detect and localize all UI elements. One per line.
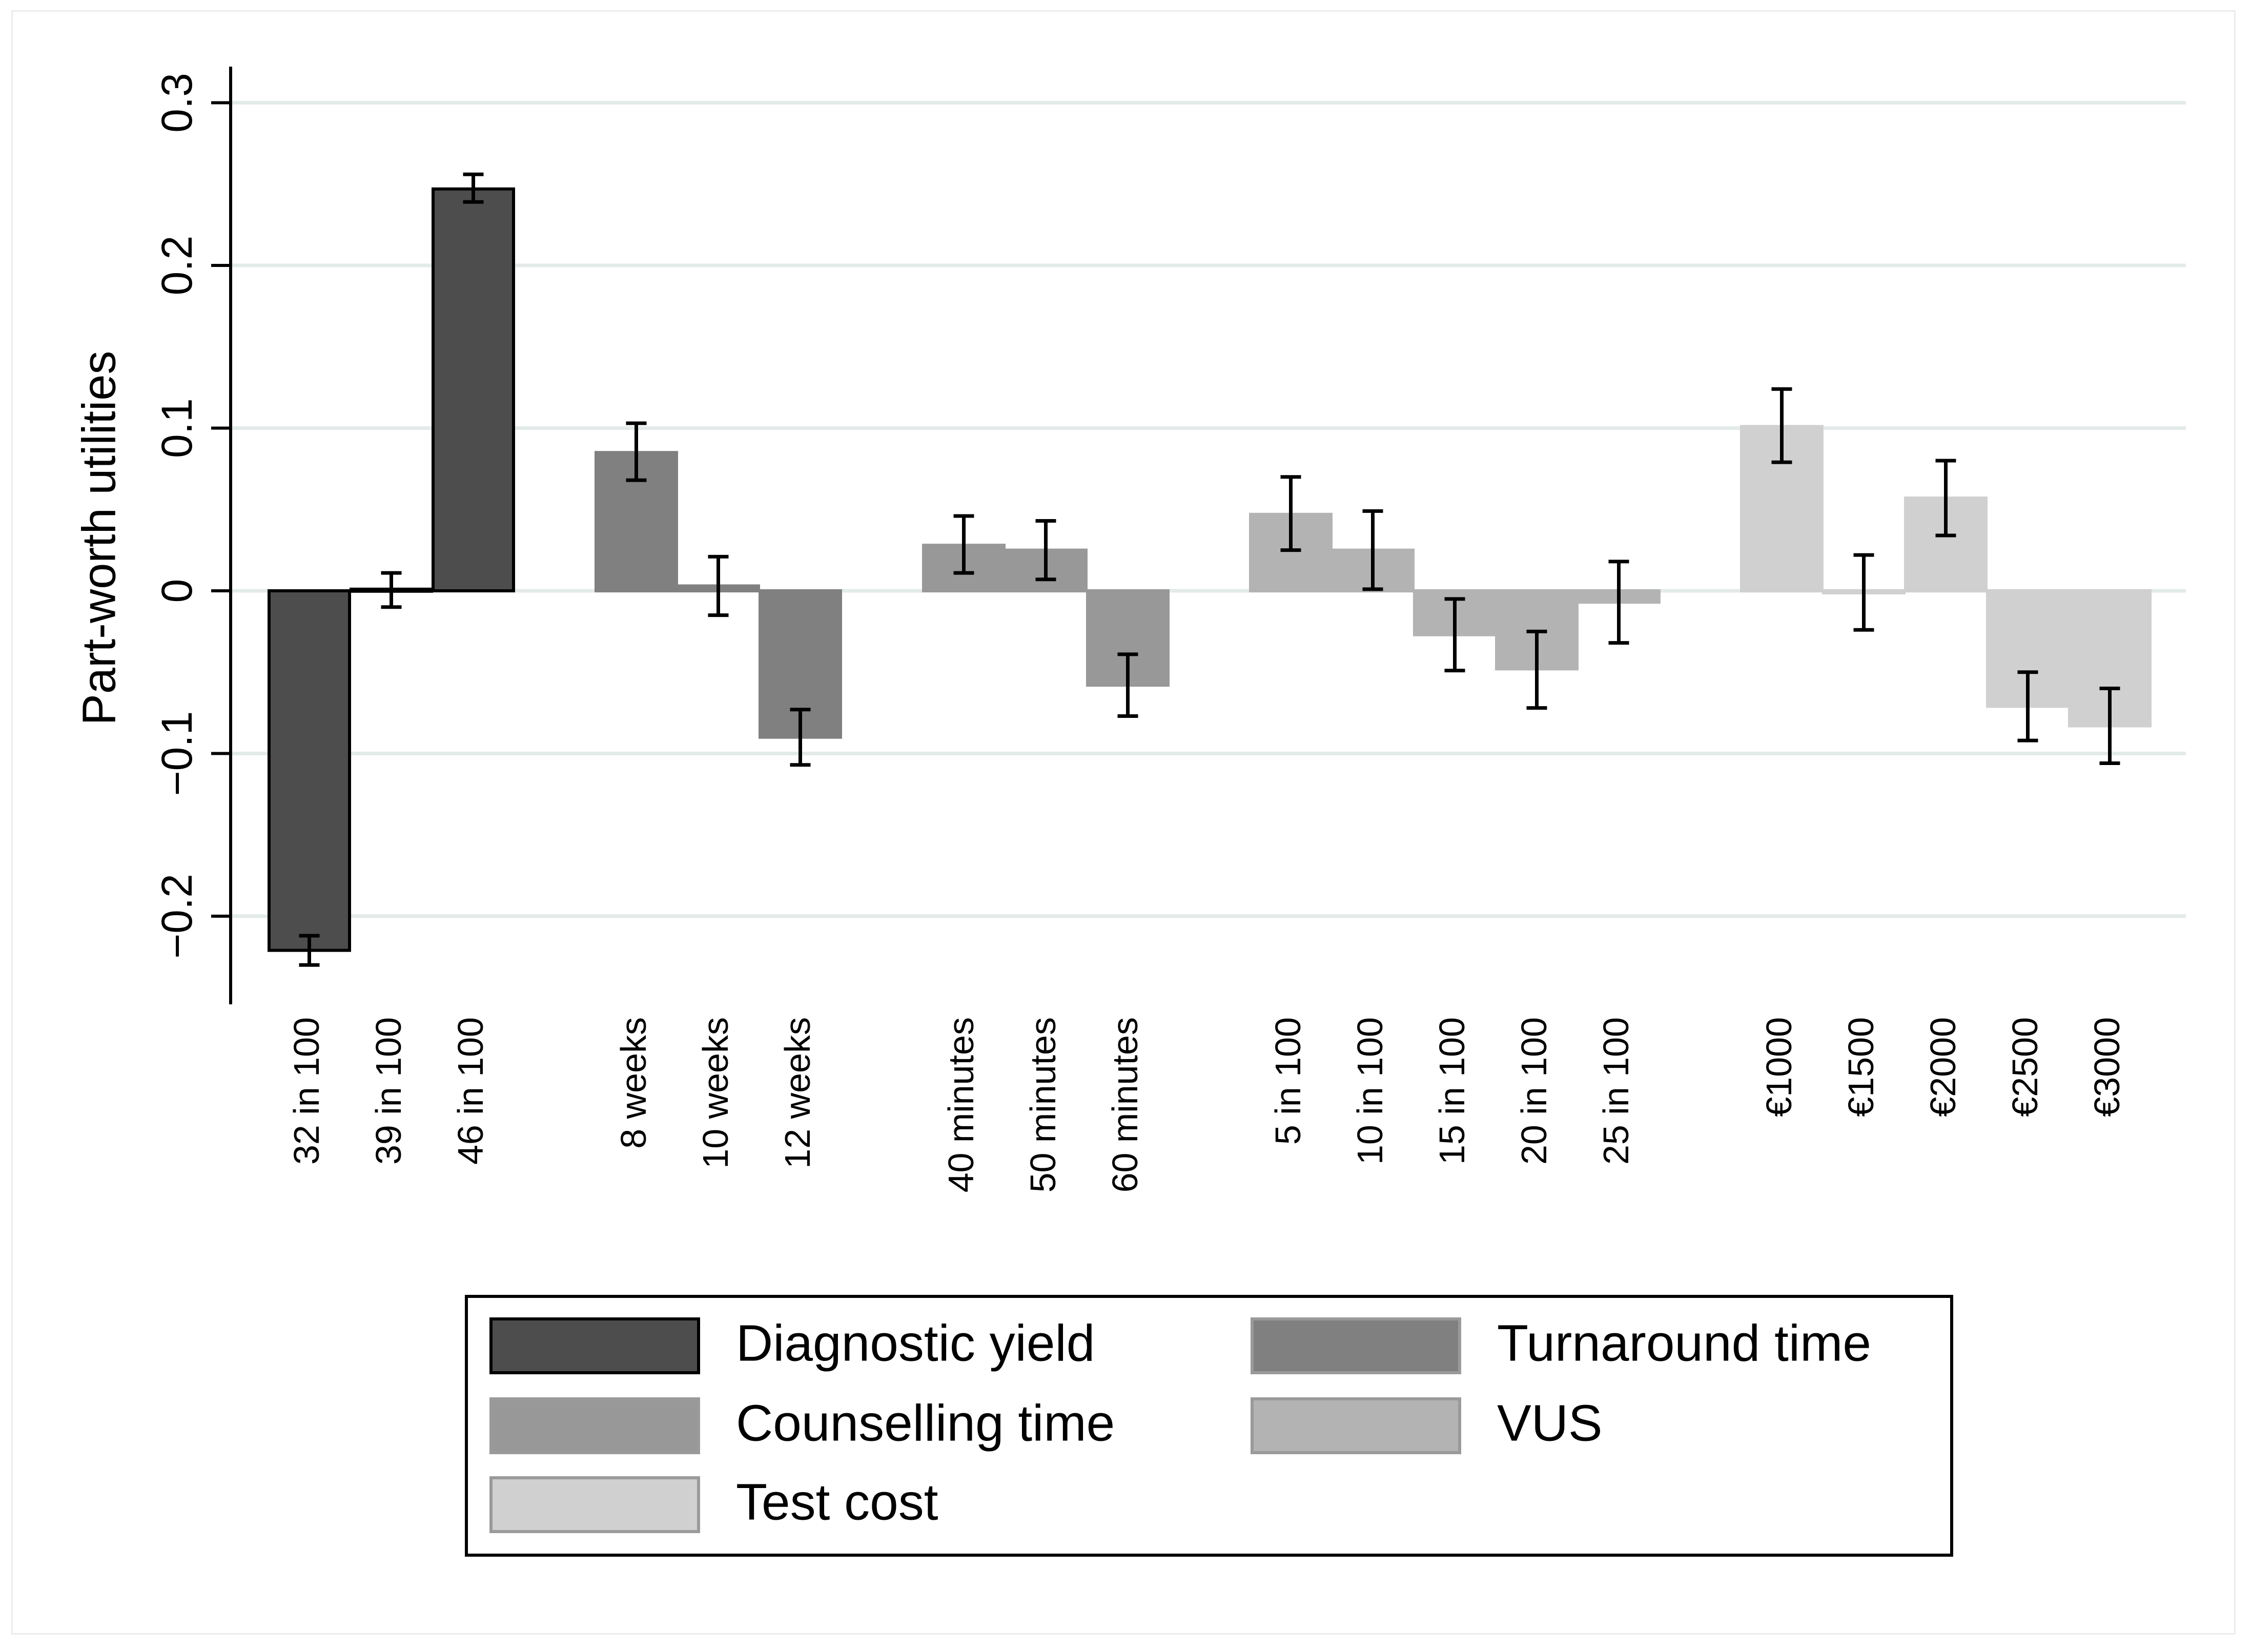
legend-swatch <box>489 1317 700 1374</box>
x-category-label: 8 weeks <box>613 1017 653 1149</box>
x-category-label: €2500 <box>2005 1017 2045 1117</box>
x-category-label: 39 in 100 <box>368 1017 408 1165</box>
legend-swatch <box>489 1476 700 1533</box>
y-tick-label: 0.1 <box>153 398 201 458</box>
legend-swatch <box>1251 1397 1461 1454</box>
legend-label: Counselling time <box>736 1394 1115 1452</box>
x-category-label: 15 in 100 <box>1432 1017 1472 1165</box>
y-tick-label: 0.2 <box>153 236 201 296</box>
bar <box>432 187 515 592</box>
y-tick-label: 0 <box>153 579 201 603</box>
bars <box>268 187 2152 952</box>
legend-label: Turnaround time <box>1497 1314 1871 1372</box>
y-tick-label: −0.1 <box>153 711 201 796</box>
y-tick-label: −0.2 <box>153 874 201 959</box>
x-category-label: €3000 <box>2087 1017 2127 1117</box>
x-category-label: 32 in 100 <box>286 1017 326 1165</box>
x-category-label: 20 in 100 <box>1514 1017 1554 1165</box>
legend-swatch <box>1251 1317 1461 1374</box>
error-bars <box>299 172 2120 967</box>
legend-label: VUS <box>1497 1394 1603 1452</box>
x-category-label: 10 weeks <box>695 1017 735 1169</box>
gridlines <box>231 101 2186 918</box>
legend-label: Test cost <box>736 1473 938 1531</box>
x-category-label: 50 minutes <box>1023 1017 1063 1192</box>
legend: Diagnostic yield Turnaround time Counselli… <box>465 1295 1953 1557</box>
bar <box>268 589 351 952</box>
x-category-label: €1000 <box>1759 1017 1799 1117</box>
x-category-label: €2000 <box>1923 1017 1963 1117</box>
x-category-label: 5 in 100 <box>1268 1017 1308 1145</box>
x-category-label: 46 in 100 <box>451 1017 490 1165</box>
y-axis: −0.2 −0.1 0 0.1 0.2 0.3 <box>153 67 232 1004</box>
legend-swatch <box>489 1397 700 1454</box>
legend-box <box>465 1295 1953 1557</box>
x-category-labels: 32 in 100 39 in 100 46 in 100 8 weeks 10 wee… <box>286 1017 2127 1192</box>
y-tick-label: 0.3 <box>153 73 201 133</box>
x-category-label: 12 weeks <box>777 1017 817 1169</box>
x-category-label: 60 minutes <box>1105 1017 1145 1192</box>
y-axis-title: Part-worth utilities <box>73 350 125 725</box>
legend-label: Diagnostic yield <box>736 1314 1095 1372</box>
x-category-label: 10 in 100 <box>1350 1017 1390 1165</box>
x-category-label: 25 in 100 <box>1596 1017 1636 1165</box>
x-category-label: 40 minutes <box>941 1017 981 1192</box>
x-category-label: €1500 <box>1841 1017 1881 1117</box>
